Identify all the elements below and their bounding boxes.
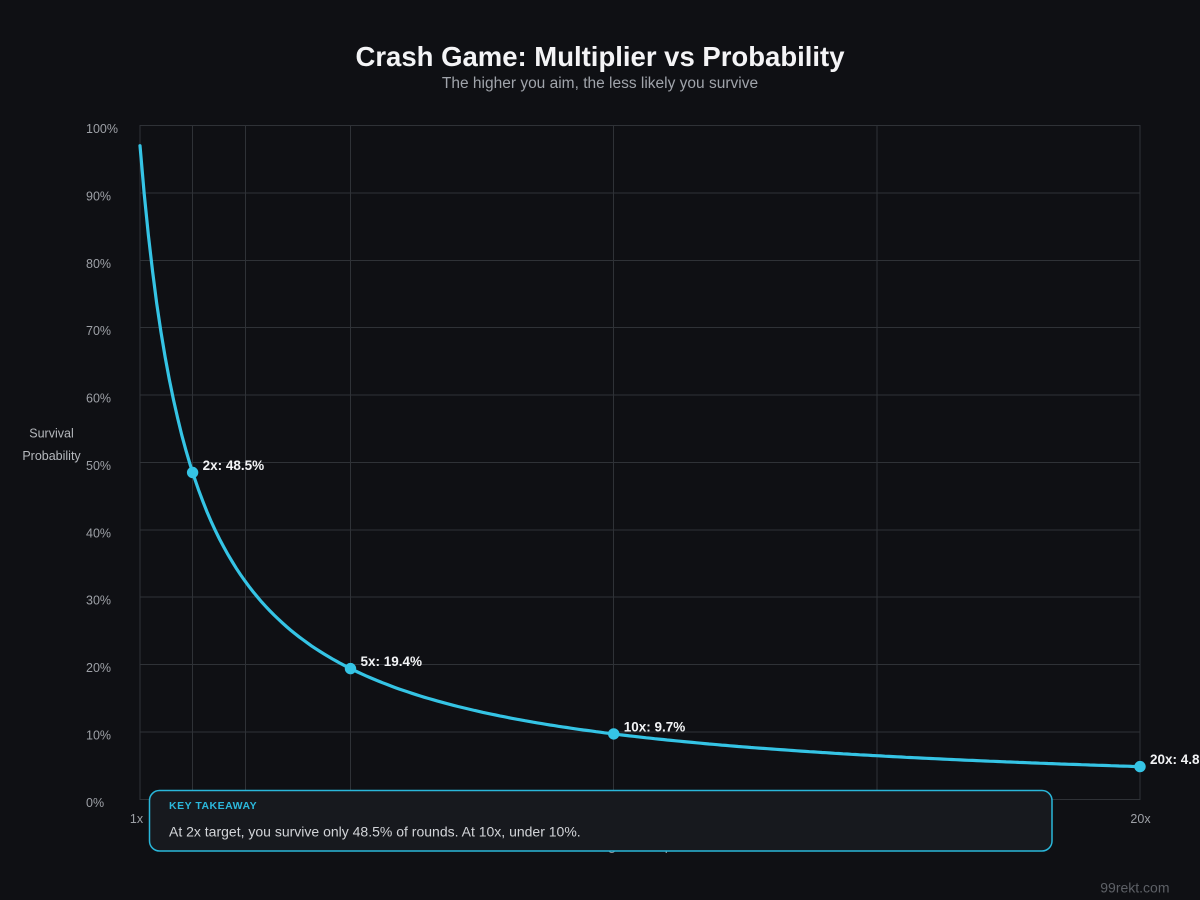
svg-text:30%: 30%	[86, 594, 111, 608]
svg-text:10x: 9.7%: 10x: 9.7%	[624, 719, 686, 734]
svg-text:20x: 4.85%: 20x: 4.85%	[1150, 752, 1200, 767]
svg-text:5x: 19.4%: 5x: 19.4%	[361, 654, 423, 669]
svg-text:100%: 100%	[86, 122, 118, 136]
svg-text:40%: 40%	[86, 526, 111, 540]
svg-text:0%: 0%	[86, 796, 104, 810]
svg-text:10%: 10%	[86, 728, 111, 742]
svg-text:70%: 70%	[86, 324, 111, 338]
svg-text:60%: 60%	[86, 392, 111, 406]
svg-text:2x: 48.5%: 2x: 48.5%	[203, 458, 265, 473]
svg-text:Probability: Probability	[22, 449, 81, 463]
svg-text:Survival: Survival	[29, 427, 73, 441]
svg-text:KEY TAKEAWAY: KEY TAKEAWAY	[169, 800, 257, 812]
svg-text:The higher you aim, the less l: The higher you aim, the less likely you …	[442, 75, 758, 92]
svg-text:At 2x target, you survive only: At 2x target, you survive only 48.5% of …	[169, 824, 581, 840]
svg-text:Crash Game: Multiplier vs Prob: Crash Game: Multiplier vs Probability	[355, 41, 845, 72]
svg-text:99rekt.com: 99rekt.com	[1100, 880, 1169, 896]
svg-text:80%: 80%	[86, 257, 111, 271]
svg-text:1x: 1x	[130, 812, 144, 826]
svg-text:50%: 50%	[86, 459, 111, 473]
svg-text:20%: 20%	[86, 661, 111, 675]
svg-text:20x: 20x	[1130, 812, 1151, 826]
svg-text:90%: 90%	[86, 189, 111, 203]
